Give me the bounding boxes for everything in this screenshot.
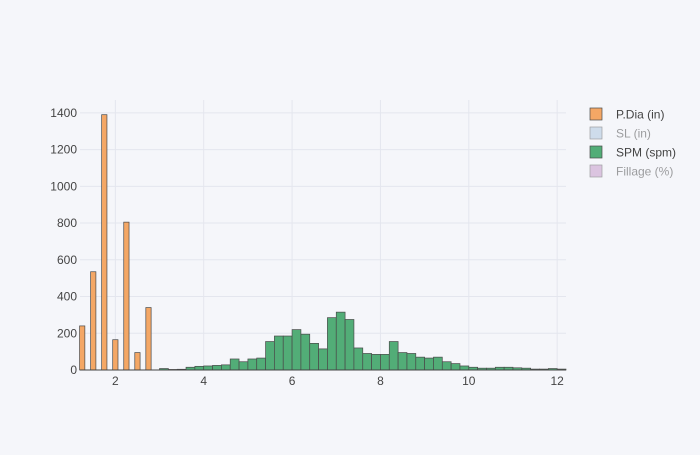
bar-spm: [406, 353, 417, 371]
y-tick-label: 1400: [50, 106, 77, 120]
bar-pdia: [145, 307, 152, 371]
bar-spm: [194, 365, 205, 371]
bar-pdia: [90, 271, 97, 371]
y-tick-label: 200: [57, 326, 77, 340]
bar-spm: [388, 341, 399, 371]
y-tick-label: 0: [70, 363, 77, 377]
bar-pdia: [134, 352, 141, 371]
legend-swatch: [589, 126, 603, 140]
bar-spm: [371, 354, 381, 371]
y-tick-label: 1000: [50, 179, 77, 193]
legend-swatch: [589, 107, 603, 121]
bar-spm: [397, 352, 408, 371]
legend-label: SPM (spm): [616, 146, 676, 160]
x-tick-label: 4: [200, 374, 207, 388]
legend-label: P.Dia (in): [616, 108, 664, 122]
bar-spm: [247, 358, 258, 371]
y-tick-label: 600: [57, 253, 77, 267]
legend-item[interactable]: SPM (spm): [589, 145, 676, 160]
x-tick-label: 6: [289, 374, 296, 388]
legend-label: Fillage (%): [616, 165, 673, 179]
bars: [79, 114, 567, 371]
bar-spm: [380, 354, 390, 371]
bar-spm: [256, 357, 266, 371]
bar-spm: [344, 319, 355, 371]
bar-spm: [229, 358, 240, 371]
bar-spm: [300, 333, 311, 371]
bar-spm: [424, 357, 434, 371]
bar-spm: [353, 347, 364, 371]
bar-spm: [433, 356, 443, 371]
bar-spm: [274, 335, 284, 371]
legend-item[interactable]: SL (in): [589, 126, 651, 141]
bar-spm: [415, 356, 425, 371]
bar-spm: [203, 365, 213, 371]
x-tick-label: 2: [112, 374, 119, 388]
bar-spm: [221, 364, 231, 371]
bar-pdia: [79, 325, 86, 371]
legend-label: SL (in): [616, 127, 651, 141]
bar-spm: [318, 348, 328, 371]
bar-spm: [327, 317, 337, 371]
bar-spm: [282, 335, 293, 371]
grid: [80, 100, 566, 370]
bar-spm: [441, 361, 452, 371]
legend-swatch: [589, 164, 603, 178]
axes: 0 200 400 600 800 1000 1200 1400 2 4 6 8 10 12: [50, 106, 566, 388]
legend[interactable]: P.Dia (in) SL (in) SPM (spm) Fillage (%): [589, 107, 676, 179]
x-tick-label: 10: [462, 374, 476, 388]
bar-spm: [291, 329, 302, 371]
bar-spm: [309, 343, 319, 371]
bar-spm: [335, 311, 346, 371]
bar-spm: [362, 353, 372, 371]
bar-pdia: [112, 339, 119, 371]
bar-spm: [450, 363, 461, 371]
legend-item[interactable]: P.Dia (in): [589, 107, 664, 122]
bar-spm: [238, 361, 249, 371]
bar-spm: [265, 341, 275, 371]
legend-swatch: [589, 145, 603, 159]
y-tick-label: 1200: [50, 143, 77, 157]
x-tick-label: 12: [550, 374, 564, 388]
legend-item[interactable]: Fillage (%): [589, 164, 673, 179]
x-tick-label: 8: [377, 374, 384, 388]
bar-pdia: [123, 221, 130, 371]
y-tick-label: 800: [57, 216, 77, 230]
y-tick-label: 400: [57, 290, 77, 304]
bar-pdia: [101, 114, 108, 371]
bar-spm: [212, 365, 222, 371]
bar-spm: [459, 365, 470, 371]
